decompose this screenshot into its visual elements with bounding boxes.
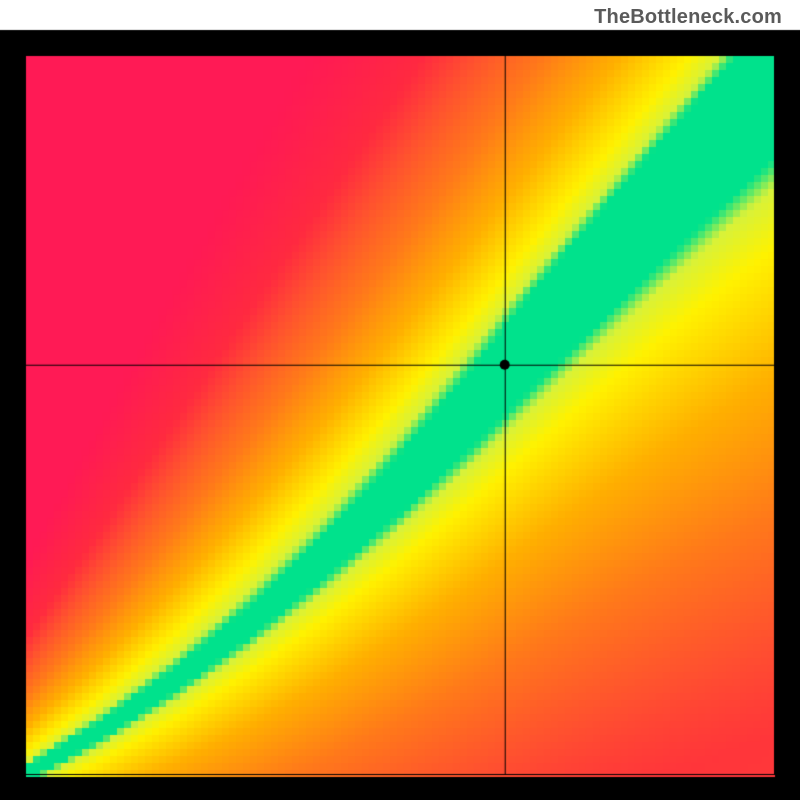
chart-container: TheBottleneck.com <box>0 0 800 800</box>
heatmap-canvas <box>0 0 800 800</box>
watermark-text: TheBottleneck.com <box>594 6 782 29</box>
